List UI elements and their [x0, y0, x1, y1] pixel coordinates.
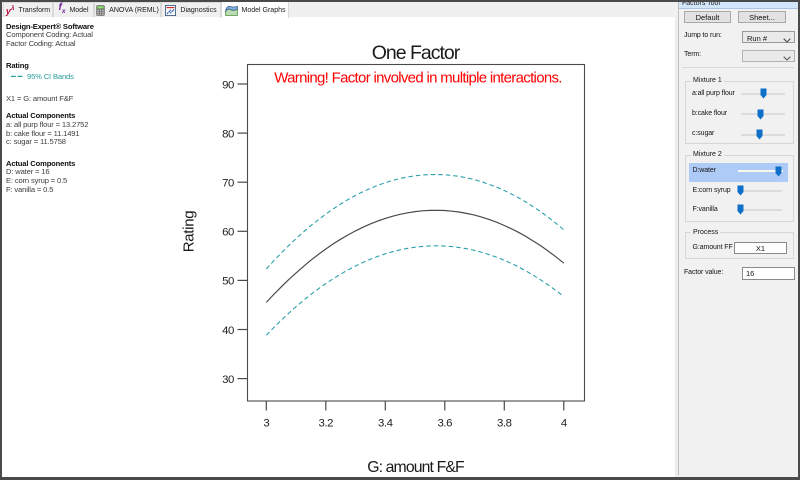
svg-text:3.4: 3.4	[378, 418, 393, 430]
svg-text:30: 30	[222, 374, 234, 386]
svg-text:3.2: 3.2	[318, 418, 333, 430]
svg-text:4: 4	[561, 418, 567, 430]
svg-text:3: 3	[263, 418, 269, 430]
svg-text:Warning! Factor involved in mu: Warning! Factor involved in multiple int…	[274, 70, 562, 87]
svg-text:One Factor: One Factor	[372, 42, 461, 64]
svg-text:50: 50	[222, 276, 234, 288]
svg-text:60: 60	[222, 227, 234, 239]
svg-text:G: amount F&F: G: amount F&F	[367, 459, 465, 476]
svg-text:40: 40	[222, 325, 234, 337]
svg-text:3.8: 3.8	[497, 418, 512, 430]
svg-text:80: 80	[222, 128, 234, 140]
svg-text:70: 70	[222, 178, 234, 190]
svg-text:90: 90	[222, 79, 234, 91]
svg-text:3.6: 3.6	[437, 418, 452, 430]
svg-text:Rating: Rating	[181, 211, 198, 253]
